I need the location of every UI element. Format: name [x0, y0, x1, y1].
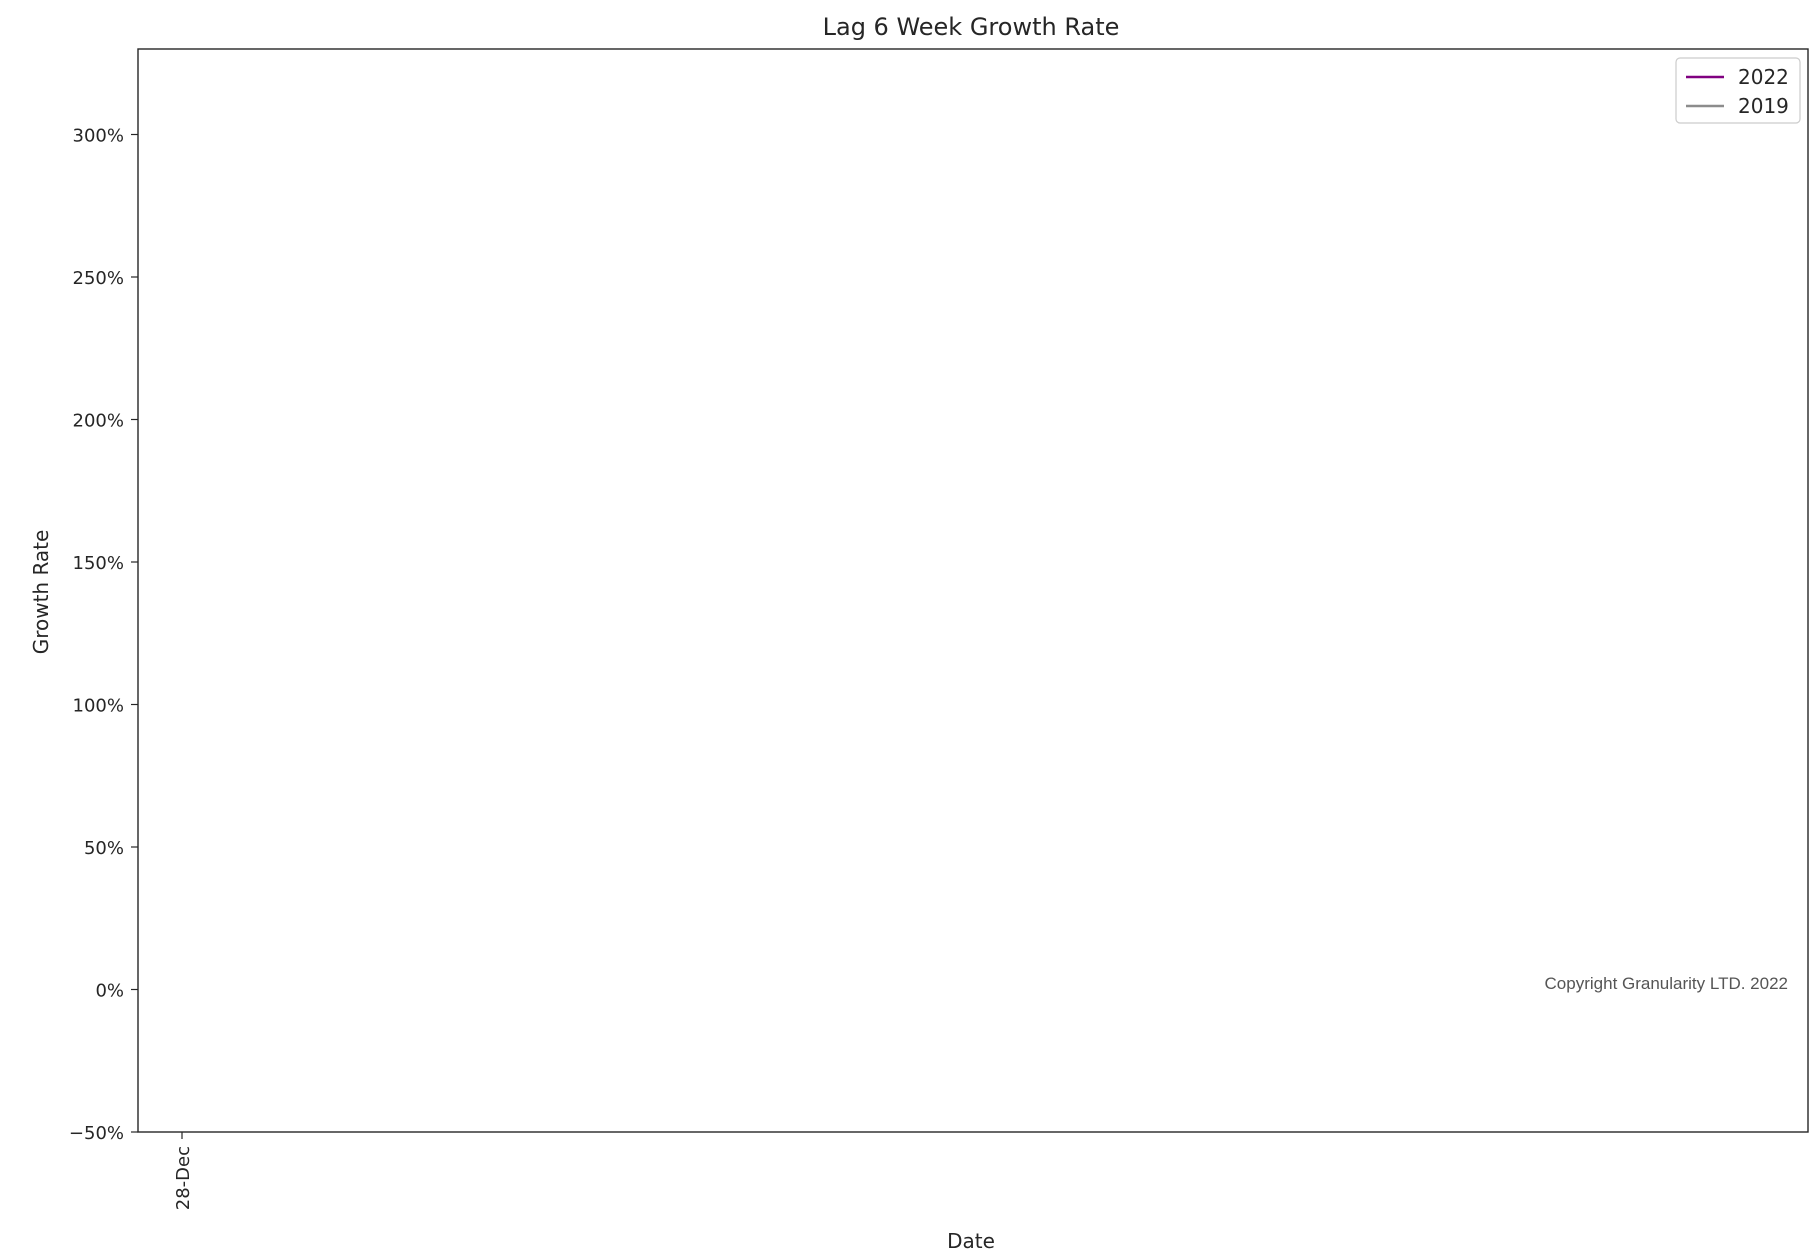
x-axis-label: Date [947, 1229, 995, 1253]
chart-title: Lag 6 Week Growth Rate [823, 13, 1120, 41]
y-axis-label: Growth Rate [29, 530, 53, 655]
y-tick-label: 200% [73, 411, 124, 432]
y-tick-label: 100% [73, 696, 124, 717]
y-tick-label: 300% [73, 126, 124, 147]
y-tick-label: 250% [73, 268, 124, 289]
legend-label-2022: 2022 [1738, 65, 1789, 89]
copyright-annotation: Copyright Granularity LTD. 2022 [1545, 974, 1788, 993]
plot-area: −50%0%50%100%150%200%250%300%28-Dec04-Ja… [69, 48, 1809, 1210]
y-tick-label: 150% [73, 553, 124, 574]
y-tick-label: 0% [95, 981, 124, 1002]
plot-frame [137, 48, 1809, 1133]
x-tick-label: 28-Dec [173, 1146, 194, 1210]
legend-label-2019: 2019 [1738, 94, 1789, 118]
y-tick-label: 50% [84, 838, 124, 859]
y-tick-label: −50% [69, 1123, 124, 1144]
